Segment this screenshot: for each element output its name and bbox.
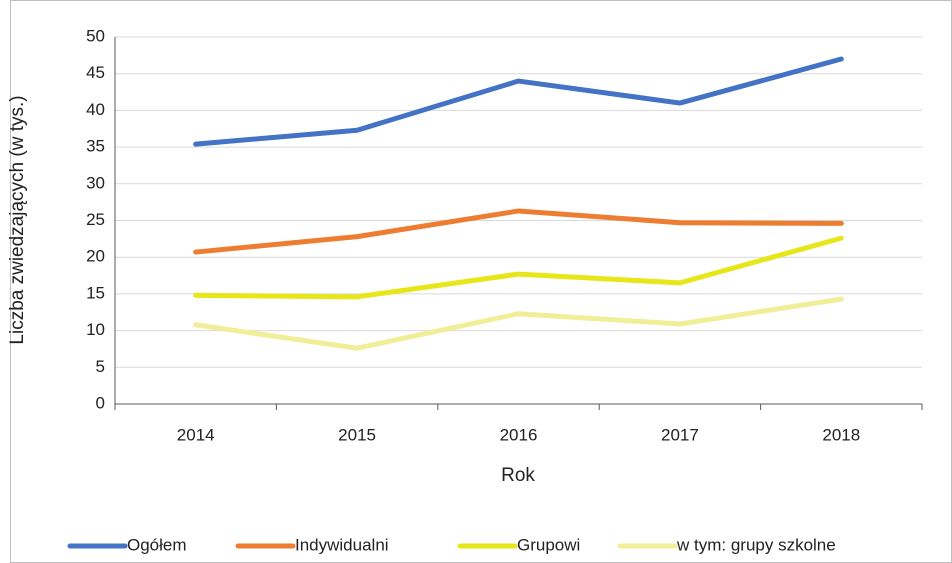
- y-tick-label: 45: [86, 63, 105, 82]
- y-tick-label: 5: [96, 357, 105, 376]
- y-axis-label: Liczba zwiedzających (w tys.): [7, 95, 28, 344]
- y-tick-label: 30: [86, 173, 105, 192]
- x-tick-label: 2014: [177, 425, 215, 444]
- legend-label: w tym: grupy szkolne: [676, 535, 836, 554]
- y-tick-label: 10: [86, 320, 105, 339]
- legend-label: Indywidualni: [295, 535, 389, 554]
- series-line: [193, 296, 844, 351]
- y-tick-label: 15: [86, 283, 105, 302]
- legend-label: Grupowi: [517, 535, 580, 554]
- x-tick-label: 2018: [822, 425, 860, 444]
- y-tick-label: 35: [86, 137, 105, 156]
- y-tick-label: 0: [96, 393, 105, 412]
- y-tick-label: 20: [86, 247, 105, 266]
- series-line: [193, 235, 844, 300]
- series-line: [193, 208, 844, 255]
- x-tick-label: 2017: [661, 425, 699, 444]
- y-tick-label: 40: [86, 100, 105, 119]
- y-tick-label: 25: [86, 210, 105, 229]
- x-tick-label: 2015: [338, 425, 376, 444]
- legend-label: Ogółem: [127, 535, 187, 554]
- x-axis-label: Rok: [501, 465, 535, 486]
- x-tick-label: 2016: [500, 425, 538, 444]
- series-line: [193, 56, 844, 147]
- y-tick-label: 50: [86, 26, 105, 45]
